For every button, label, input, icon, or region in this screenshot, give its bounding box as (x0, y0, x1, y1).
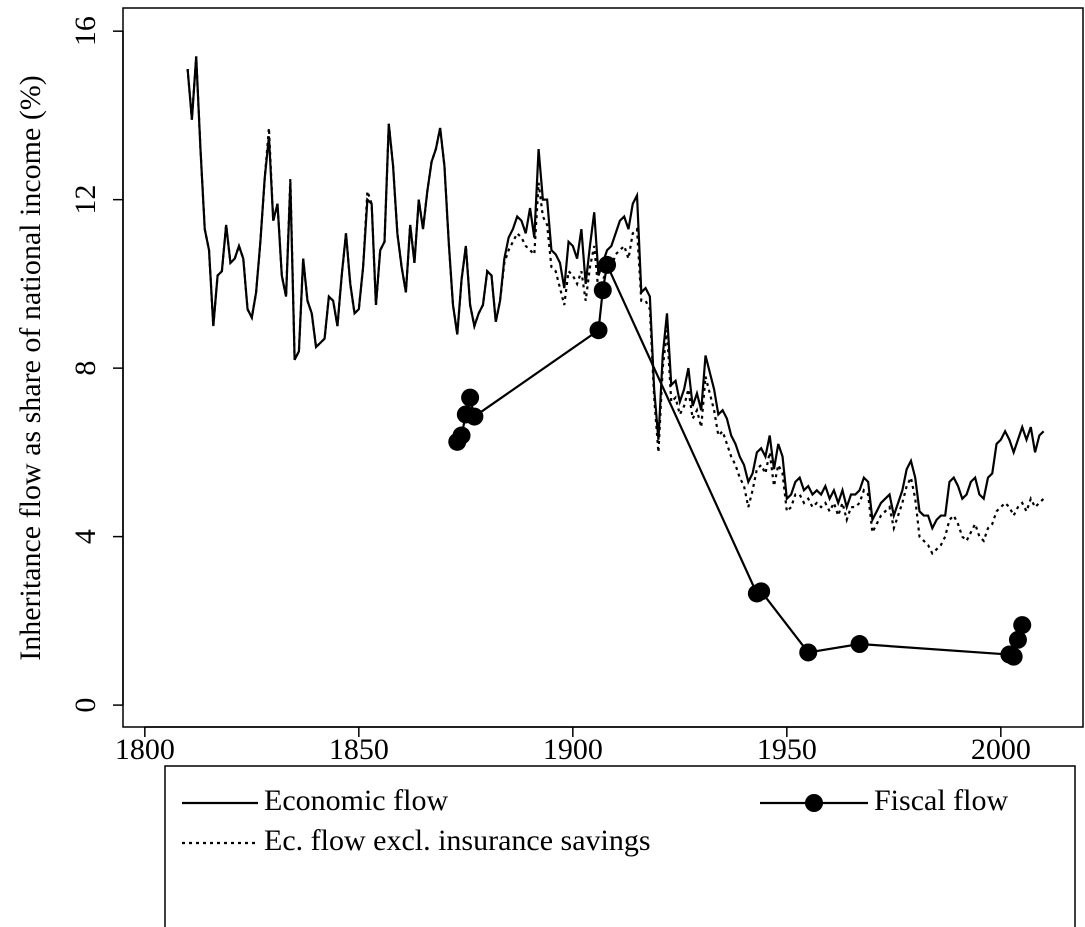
legend-marker (805, 794, 823, 812)
y-tick-label: 12 (69, 185, 102, 215)
data-point (799, 643, 818, 662)
y-tick-label: 0 (69, 698, 102, 713)
data-point (1008, 630, 1027, 649)
data-point (461, 388, 480, 407)
data-point (1004, 647, 1023, 666)
legend-box (164, 765, 1076, 927)
x-tick-label: 2000 (971, 733, 1031, 766)
x-tick-label: 1950 (757, 733, 817, 766)
data-point (589, 321, 608, 340)
y-tick-label: 8 (69, 361, 102, 376)
data-point (1013, 616, 1032, 635)
legend-label: Economic flow (264, 784, 448, 817)
x-tick-label: 1800 (115, 733, 175, 766)
y-tick-label: 16 (69, 16, 102, 46)
series-line (456, 261, 1024, 659)
x-tick-label: 1900 (543, 733, 603, 766)
legend-label: Fiscal flow (874, 784, 1008, 817)
data-point (752, 582, 771, 601)
data-point (593, 281, 612, 300)
data-point (452, 426, 471, 445)
series-line (186, 56, 1045, 556)
series-line (186, 56, 1045, 532)
y-axis-label: Inheritance flow as share of national in… (14, 75, 47, 661)
legend-label: Ec. flow excl. insurance savings (264, 824, 651, 857)
y-tick-label: 4 (69, 529, 102, 544)
data-point (850, 635, 869, 654)
plot-frame (122, 7, 1084, 728)
data-point (465, 407, 484, 426)
x-tick-label: 1850 (329, 733, 389, 766)
data-point (598, 255, 617, 274)
